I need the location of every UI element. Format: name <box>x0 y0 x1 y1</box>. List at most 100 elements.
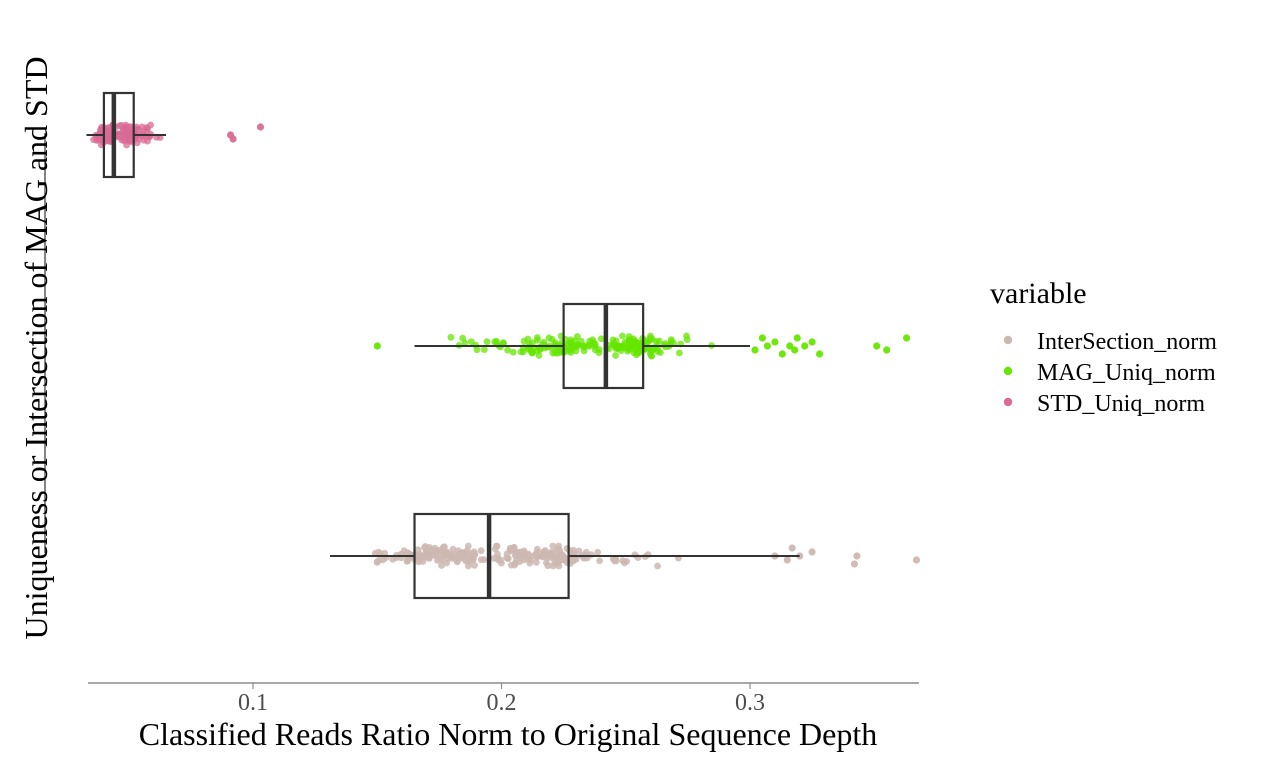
data-point-InterSection_norm <box>417 552 425 560</box>
data-point-InterSection_norm <box>477 547 485 555</box>
data-point-InterSection_norm <box>504 555 512 562</box>
outlier-point-MAG_Uniq_norm <box>808 338 816 346</box>
box-STD_Uniq_norm <box>86 91 167 179</box>
x-ticks: 0.1 0.2 0.3 <box>238 683 765 716</box>
data-point-InterSection_norm <box>551 548 558 556</box>
data-point-InterSection_norm <box>556 546 563 554</box>
data-point-MAG_Uniq_norm <box>676 349 683 357</box>
data-point-STD_Uniq_norm <box>124 130 131 138</box>
data-point-MAG_Uniq_norm <box>619 332 626 340</box>
data-point-InterSection_norm <box>449 545 457 553</box>
data-point-MAG_Uniq_norm <box>668 337 675 345</box>
data-point-InterSection_norm <box>549 562 557 570</box>
data-point-InterSection_norm <box>441 543 448 551</box>
outlier-point-MAG_Uniq_norm <box>751 346 759 354</box>
data-point-InterSection_norm <box>538 552 546 560</box>
data-point-InterSection_norm <box>462 557 470 565</box>
data-point-InterSection_norm <box>490 554 498 562</box>
points-layer <box>90 121 921 570</box>
data-point-InterSection_norm <box>594 548 602 556</box>
data-point-InterSection_norm <box>454 547 462 554</box>
data-point-MAG_Uniq_norm <box>520 337 528 345</box>
data-point-InterSection_norm <box>471 550 478 558</box>
data-point-STD_Uniq_norm <box>141 132 149 140</box>
data-point-MAG_Uniq_norm <box>638 346 646 353</box>
axes-layer: Classified Reads Ratio Norm to Original … <box>18 57 919 752</box>
data-point-InterSection_norm <box>403 551 410 559</box>
data-point-MAG_Uniq_norm <box>629 339 637 347</box>
data-point-STD_Uniq_norm <box>93 135 101 143</box>
data-point-InterSection_norm <box>596 557 603 565</box>
data-point-InterSection_norm <box>548 554 555 561</box>
data-point-MAG_Uniq_norm <box>504 346 511 354</box>
data-point-InterSection_norm <box>421 544 428 551</box>
data-point-MAG_Uniq_norm <box>483 338 491 346</box>
data-point-MAG_Uniq_norm <box>568 341 576 349</box>
data-point-MAG_Uniq_norm <box>617 347 625 354</box>
outlier-point-MAG_Uniq_norm <box>786 342 794 350</box>
data-point-InterSection_norm <box>549 542 557 550</box>
outlier-point-InterSection_norm <box>808 548 816 556</box>
outlier-point-InterSection_norm <box>912 556 921 564</box>
data-point-InterSection_norm <box>554 558 562 566</box>
data-point-MAG_Uniq_norm <box>612 352 619 359</box>
data-point-InterSection_norm <box>496 556 504 564</box>
outlier-point-InterSection_norm <box>853 552 861 560</box>
legend-key <box>1003 335 1013 345</box>
outlier-point-InterSection_norm <box>783 556 791 564</box>
outlier-point-MAG_Uniq_norm <box>778 350 786 358</box>
legend: variable InterSection_norm MAG_Uniq_norm S… <box>990 277 1217 417</box>
iqr-box-MAG_Uniq_norm <box>562 302 645 390</box>
legend-label: STD_Uniq_norm <box>1037 391 1205 417</box>
data-point-InterSection_norm <box>493 542 500 550</box>
x-tick-label: 0.2 <box>487 690 517 716</box>
data-point-MAG_Uniq_norm <box>534 336 541 344</box>
x-tick-label: 0.1 <box>238 690 268 716</box>
data-point-STD_Uniq_norm <box>118 121 125 129</box>
data-point-MAG_Uniq_norm <box>509 348 517 356</box>
data-point-MAG_Uniq_norm <box>480 346 488 353</box>
data-point-MAG_Uniq_norm <box>545 334 553 342</box>
data-point-STD_Uniq_norm <box>144 125 152 132</box>
outlier-point-InterSection_norm <box>850 560 859 568</box>
outlier-point-MAG_Uniq_norm <box>758 334 767 342</box>
legend-label: MAG_Uniq_norm <box>1037 360 1216 386</box>
data-point-InterSection_norm <box>414 546 422 554</box>
outlier-point-MAG_Uniq_norm <box>771 338 779 346</box>
data-point-MAG_Uniq_norm <box>597 335 605 343</box>
data-point-MAG_Uniq_norm <box>585 342 593 349</box>
outlier-point-MAG_Uniq_norm <box>801 342 809 350</box>
data-point-STD_Uniq_norm <box>125 137 133 145</box>
y-axis-title: Uniqueness or Intersection of MAG and ST… <box>18 57 54 640</box>
outlier-point-STD_Uniq_norm <box>229 135 237 143</box>
boxes-layer <box>86 91 800 600</box>
outlier-point-MAG_Uniq_norm <box>763 342 772 350</box>
data-point-InterSection_norm <box>526 559 534 567</box>
outlier-point-MAG_Uniq_norm <box>883 346 891 354</box>
box-InterSection_norm <box>330 512 800 600</box>
data-point-InterSection_norm <box>507 561 515 569</box>
outlier-point-MAG_Uniq_norm <box>373 342 381 350</box>
data-point-STD_Uniq_norm <box>126 123 134 131</box>
x-tick-label: 0.3 <box>735 690 765 716</box>
iqr-box-STD_Uniq_norm <box>102 91 135 179</box>
legend-key <box>1003 366 1013 376</box>
data-point-InterSection_norm <box>533 545 541 553</box>
data-point-MAG_Uniq_norm <box>574 341 582 348</box>
data-point-MAG_Uniq_norm <box>533 347 541 355</box>
outlier-point-MAG_Uniq_norm <box>793 334 801 342</box>
data-point-InterSection_norm <box>389 555 397 563</box>
data-point-MAG_Uniq_norm <box>648 352 656 360</box>
data-point-MAG_Uniq_norm <box>625 346 633 354</box>
outlier-point-STD_Uniq_norm <box>256 123 265 131</box>
data-point-InterSection_norm <box>438 562 445 569</box>
data-point-InterSection_norm <box>464 542 472 550</box>
data-point-InterSection_norm <box>425 547 433 555</box>
data-point-MAG_Uniq_norm <box>526 343 533 351</box>
x-axis-title: Classified Reads Ratio Norm to Original … <box>139 716 878 752</box>
data-point-MAG_Uniq_norm <box>683 332 690 340</box>
data-point-InterSection_norm <box>541 547 549 554</box>
legend-label: InterSection_norm <box>1037 329 1217 355</box>
data-point-MAG_Uniq_norm <box>625 336 632 344</box>
